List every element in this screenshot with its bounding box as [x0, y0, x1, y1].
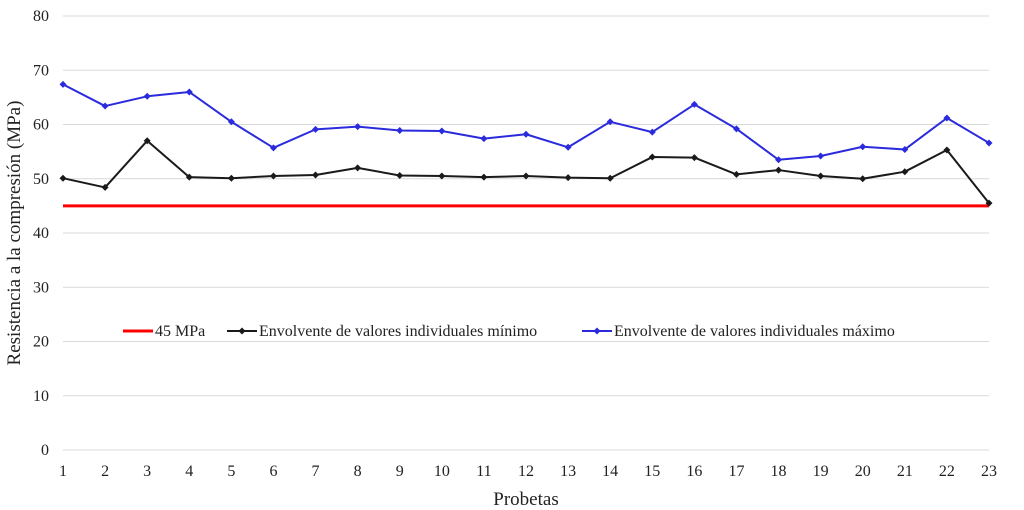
data-point — [817, 172, 825, 180]
y-axis-title: Resistencia a la compresión (MPa) — [4, 101, 25, 366]
x-tick-label: 17 — [728, 463, 744, 480]
data-point — [943, 114, 951, 122]
data-point — [606, 174, 614, 182]
data-point — [901, 168, 909, 176]
data-point — [438, 172, 446, 180]
data-point — [59, 174, 67, 182]
data-point — [564, 143, 572, 151]
x-tick-label: 13 — [560, 463, 576, 480]
data-point — [985, 139, 993, 147]
x-tick-label: 21 — [897, 463, 913, 480]
data-point — [59, 80, 67, 88]
data-point — [396, 126, 404, 134]
x-tick-label: 11 — [476, 463, 491, 480]
data-point — [438, 127, 446, 135]
data-point — [859, 143, 867, 151]
data-point — [690, 154, 698, 162]
gridlines — [63, 15, 989, 451]
data-point — [859, 175, 867, 183]
data-point — [185, 173, 193, 181]
legend-marker — [238, 327, 246, 335]
data-point — [143, 137, 151, 145]
data-point — [227, 118, 235, 126]
data-point — [606, 118, 614, 126]
y-tick-label: 30 — [33, 279, 49, 296]
x-tick-label: 8 — [354, 463, 362, 480]
data-point — [269, 144, 277, 152]
x-tick-label: 22 — [939, 463, 955, 480]
data-point — [312, 125, 320, 133]
data-point — [732, 170, 740, 178]
x-tick-label: 4 — [185, 463, 193, 480]
data-point — [522, 172, 530, 180]
x-tick-label: 7 — [312, 463, 320, 480]
x-tick-label: 23 — [981, 463, 997, 480]
data-point — [354, 164, 362, 172]
x-tick-label: 12 — [518, 463, 534, 480]
data-point — [480, 135, 488, 143]
y-tick-label: 40 — [33, 225, 49, 242]
data-point — [690, 100, 698, 108]
legend-item: Envolvente de valores individuales máxim… — [582, 323, 895, 340]
x-tick-label: 15 — [644, 463, 660, 480]
y-tick-label: 0 — [41, 442, 49, 459]
legend-label: 45 MPa — [155, 323, 205, 340]
data-point — [312, 171, 320, 179]
data-point — [522, 130, 530, 138]
data-point — [480, 173, 488, 181]
series-3 — [59, 80, 993, 164]
legend-item: Envolvente de valores individuales mínim… — [227, 323, 537, 340]
series-layer — [59, 80, 993, 208]
data-point — [227, 174, 235, 182]
data-point — [775, 156, 783, 164]
legend-label: Envolvente de valores individuales mínim… — [259, 323, 537, 340]
x-tick-label: 20 — [855, 463, 871, 480]
series-line — [62, 83, 990, 161]
legend-item: 45 MPa — [123, 323, 205, 340]
data-point — [901, 145, 909, 153]
data-point — [732, 125, 740, 133]
y-tick-label: 20 — [33, 334, 49, 351]
x-tick-label: 1 — [59, 463, 67, 480]
x-tick-label: 2 — [101, 463, 109, 480]
data-point — [101, 183, 109, 191]
data-point — [648, 153, 656, 161]
data-point — [943, 146, 951, 154]
y-tick-label: 80 — [33, 8, 49, 25]
y-tick-label: 60 — [33, 117, 49, 134]
data-point — [775, 166, 783, 174]
data-point — [269, 172, 277, 180]
x-tick-label: 6 — [269, 463, 277, 480]
data-point — [354, 123, 362, 131]
series-2 — [59, 137, 993, 207]
data-point — [648, 128, 656, 136]
x-tick-label: 19 — [813, 463, 829, 480]
y-tick-label: 50 — [33, 171, 49, 188]
legend-label: Envolvente de valores individuales máxim… — [614, 323, 895, 340]
x-tick-label: 14 — [602, 463, 618, 480]
x-tick-label: 5 — [227, 463, 235, 480]
x-tick-label: 18 — [771, 463, 787, 480]
x-axis-title: Probetas — [493, 489, 558, 510]
x-tick-label: 10 — [434, 463, 450, 480]
x-tick-label: 9 — [396, 463, 404, 480]
x-tick-label: 3 — [143, 463, 151, 480]
y-tick-label: 10 — [33, 388, 49, 405]
legend: 45 MPa Envolvente de valores individuales… — [123, 323, 895, 340]
data-point — [143, 92, 151, 100]
data-point — [185, 88, 193, 96]
data-point — [817, 152, 825, 160]
data-point — [101, 102, 109, 110]
legend-marker — [593, 327, 601, 335]
data-point — [985, 199, 993, 207]
y-tick-label: 70 — [33, 62, 49, 79]
x-tick-label: 16 — [686, 463, 702, 480]
data-point — [564, 174, 572, 182]
data-point — [396, 171, 404, 179]
